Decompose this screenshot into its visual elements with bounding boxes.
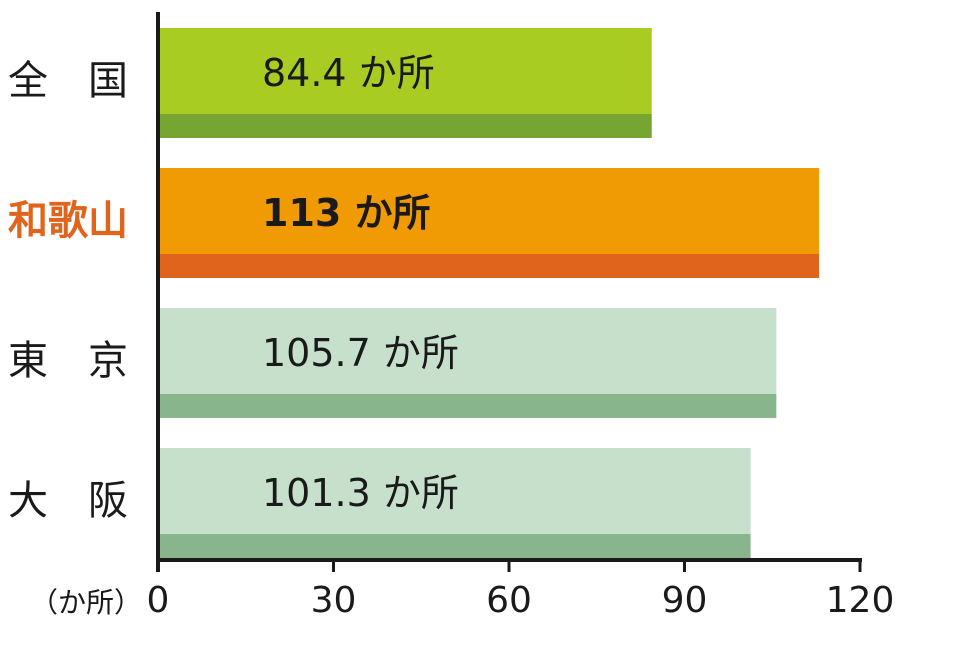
x-tick-label: 120 xyxy=(826,580,895,621)
x-tick-label: 30 xyxy=(311,580,357,621)
bar-shadow xyxy=(158,394,777,418)
x-unit-label: （か所） xyxy=(30,586,142,619)
category-label: 和歌山 xyxy=(8,198,128,244)
value-label: 101.3 か所 xyxy=(262,471,459,515)
category-label: 大 阪 xyxy=(8,478,128,524)
bar-shadow xyxy=(158,114,652,138)
bar xyxy=(158,448,751,534)
bar xyxy=(158,28,652,114)
x-ticks: 0 30 60 90 120 xyxy=(147,560,895,621)
bar-shadow xyxy=(158,254,820,278)
bar-shadow xyxy=(158,534,751,558)
bar-group xyxy=(158,28,820,558)
bar xyxy=(158,168,820,254)
bar xyxy=(158,308,777,394)
value-label: 105.7 か所 xyxy=(262,331,459,375)
value-label: 113 か所 xyxy=(262,191,431,235)
category-label: 全 国 xyxy=(8,58,128,104)
value-label: 84.4 か所 xyxy=(262,51,435,95)
x-tick-label: 0 xyxy=(147,580,170,621)
x-tick-label: 60 xyxy=(486,580,532,621)
value-labels: 84.4 か所 113 か所 105.7 か所 101.3 か所 xyxy=(262,51,459,515)
category-label: 東 京 xyxy=(8,338,128,384)
x-tick-label: 90 xyxy=(662,580,708,621)
